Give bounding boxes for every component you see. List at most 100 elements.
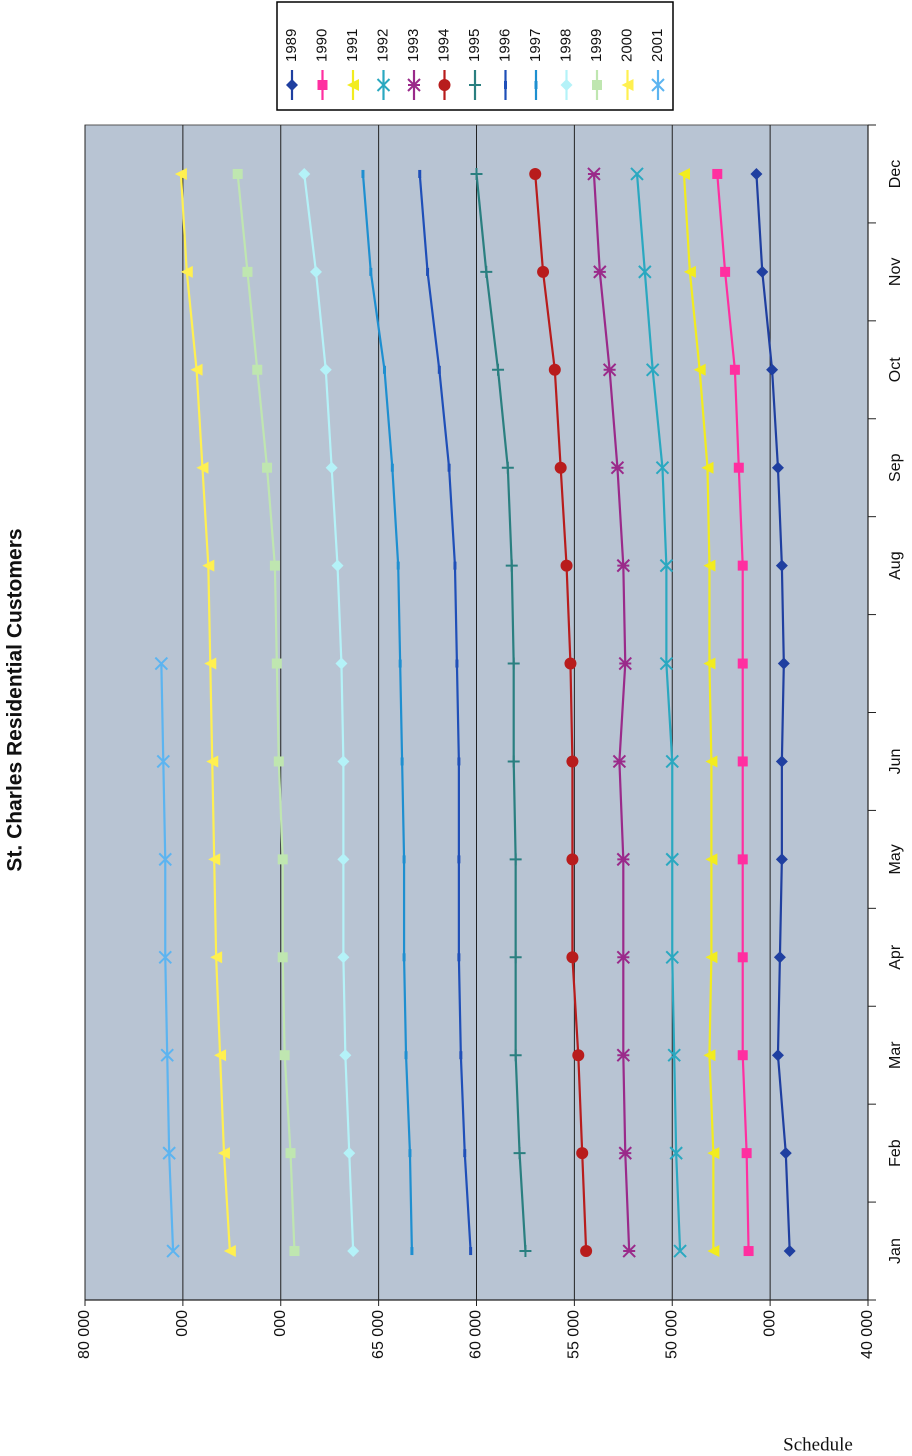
marker (621, 79, 634, 91)
marker (343, 1147, 356, 1160)
marker (453, 561, 457, 570)
marker (701, 461, 714, 474)
marker (426, 267, 430, 276)
legend-label: 1996 (496, 29, 513, 62)
marker (618, 656, 632, 671)
y-tick-label: 55 000 (566, 1310, 583, 1359)
marker (404, 1051, 408, 1060)
marker (705, 951, 718, 964)
marker (560, 79, 573, 91)
marker (707, 1147, 720, 1160)
legend-label: 1995 (466, 29, 483, 62)
series-line (682, 173, 715, 1252)
marker (560, 559, 573, 572)
marker (223, 1245, 236, 1258)
marker (616, 558, 631, 573)
marker (162, 1146, 176, 1160)
marker (729, 364, 740, 375)
marker (659, 656, 674, 671)
series-line (179, 173, 231, 1252)
marker (703, 1049, 716, 1062)
marker (438, 79, 451, 91)
marker (252, 364, 263, 375)
marker (271, 658, 282, 669)
marker (720, 266, 731, 277)
marker (630, 167, 644, 181)
y-tick-label: 40 000 (859, 1310, 876, 1359)
y-tick-label: 65 000 (370, 1310, 387, 1359)
x-tick-label: Jan (887, 1238, 904, 1264)
marker (705, 755, 718, 768)
marker (703, 657, 716, 670)
marker (337, 853, 350, 866)
marker (480, 265, 493, 278)
marker (750, 167, 763, 180)
marker (390, 463, 394, 472)
marker (204, 657, 217, 670)
legend-label: 1994 (435, 29, 452, 62)
marker (232, 168, 243, 179)
y-tick-label: 80 000 (76, 1310, 93, 1359)
y-tick-label: 000 (761, 1310, 778, 1337)
marker (622, 1244, 636, 1258)
marker (673, 1244, 687, 1258)
series-line (592, 173, 631, 1252)
series-line (755, 173, 791, 1252)
marker (317, 80, 328, 90)
marker (712, 168, 723, 179)
marker (566, 951, 579, 964)
marker (156, 754, 171, 769)
x-tick-label: Nov (887, 258, 904, 286)
marker (537, 265, 550, 278)
marker (616, 852, 631, 867)
x-tick-label: Oct (887, 357, 904, 382)
marker (659, 558, 674, 573)
marker (408, 1149, 412, 1158)
marker (469, 79, 481, 91)
marker (418, 169, 422, 178)
marker (289, 1246, 300, 1257)
marker (337, 755, 350, 768)
chart-title: St. Charles Residential Customers (4, 528, 27, 871)
marker (369, 267, 373, 276)
marker (262, 462, 273, 473)
marker (616, 950, 631, 964)
marker (693, 363, 706, 376)
marker (665, 852, 679, 867)
marker (463, 1149, 467, 1158)
legend-label: 1990 (313, 29, 330, 62)
marker (519, 1245, 532, 1258)
x-tick-label: Feb (887, 1139, 904, 1167)
marker (214, 1049, 227, 1062)
x-tick-label: May (887, 844, 904, 874)
marker (618, 1146, 632, 1160)
marker (743, 1246, 754, 1257)
marker (612, 754, 627, 769)
marker (361, 169, 365, 178)
marker (554, 461, 567, 474)
legend-label: 1989 (283, 29, 300, 62)
y-tick-label: 000 (272, 1310, 289, 1337)
legend-box (276, 1, 674, 111)
marker (529, 167, 542, 180)
marker (651, 78, 665, 92)
marker (174, 167, 187, 180)
marker (309, 265, 322, 278)
x-tick-label: Dec (887, 160, 904, 188)
marker (437, 365, 441, 374)
marker (410, 1247, 414, 1256)
marker (154, 656, 169, 671)
marker (737, 1050, 748, 1061)
marker (347, 79, 359, 91)
marker (447, 463, 451, 472)
marker (269, 560, 280, 571)
marker (741, 1148, 752, 1159)
marker (208, 853, 221, 866)
marker (737, 854, 748, 865)
marker (616, 1048, 631, 1062)
marker (775, 853, 788, 866)
marker (457, 757, 461, 766)
marker (273, 756, 284, 767)
marker (737, 560, 748, 571)
